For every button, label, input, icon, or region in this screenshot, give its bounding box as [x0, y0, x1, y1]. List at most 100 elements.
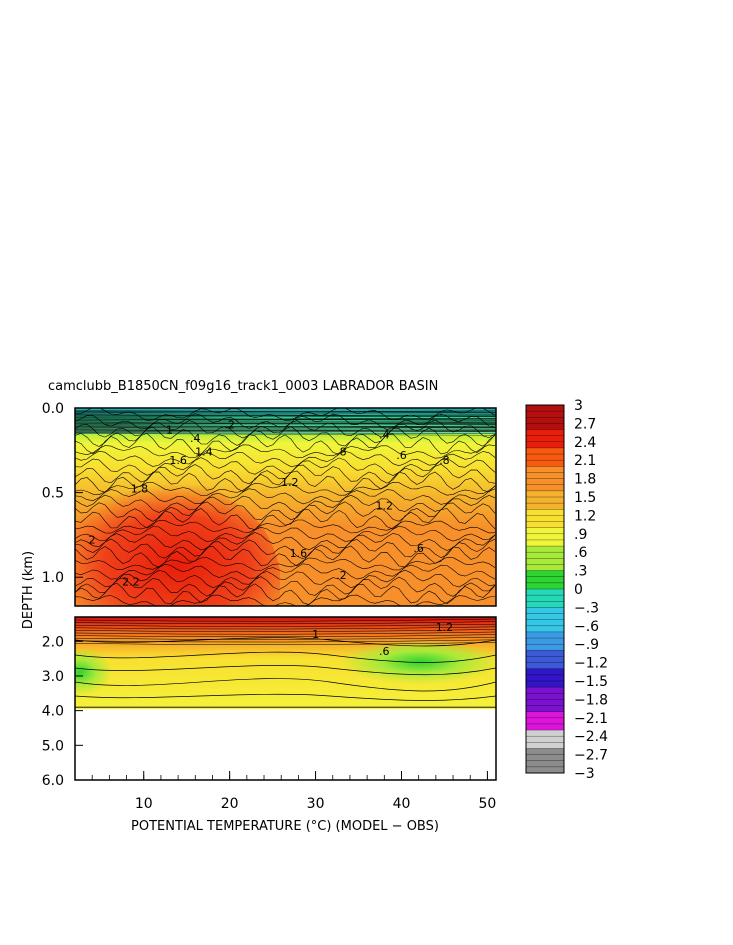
contour-label: 1 — [312, 628, 319, 641]
surface-contour — [75, 418, 496, 421]
contour-label: 2 — [89, 533, 96, 546]
lower-panel: 1 1.2 .6 — [75, 617, 496, 709]
colorbar-label: 3 — [574, 398, 583, 414]
colorbar-label: −.3 — [574, 600, 599, 616]
colorbar-swatch — [526, 656, 564, 664]
colorbar-label: 2.4 — [574, 435, 596, 451]
colorbar-label: −.6 — [574, 619, 599, 635]
contour-line — [75, 582, 496, 606]
colorbar-label: .9 — [574, 527, 587, 543]
contour-line — [75, 457, 496, 476]
contour-label: 1.4 — [195, 445, 213, 458]
colorbar-swatch — [526, 454, 564, 461]
y-tick-label: 6.0 — [42, 773, 64, 789]
contour-line — [75, 563, 496, 580]
contour-line — [75, 569, 496, 589]
colorbar-swatch — [526, 723, 564, 731]
colorbar-swatch — [526, 466, 564, 473]
surface-contour — [75, 421, 496, 424]
colorbar-label: .6 — [574, 545, 587, 561]
contour-line — [75, 501, 496, 522]
contour-line — [75, 494, 496, 514]
surface-contour — [75, 422, 496, 425]
colorbar-label: −2.4 — [574, 729, 608, 745]
colorbar-swatch — [526, 521, 564, 529]
colorbar-swatch — [526, 576, 564, 584]
colorbar-swatch — [526, 644, 564, 651]
contour-label: .8 — [439, 454, 450, 467]
x-tick-label: 40 — [393, 796, 411, 812]
colorbar-swatch — [526, 766, 564, 774]
contour-line — [75, 433, 496, 455]
y-tick-label: 3.0 — [42, 669, 64, 685]
colorbar-swatch — [526, 429, 564, 437]
x-tick-label: 30 — [307, 796, 325, 812]
y-tick-label: 2.0 — [42, 634, 64, 650]
colorbar-swatch — [526, 546, 564, 553]
colorbar-swatch — [526, 564, 564, 572]
y-tick-label: 0.0 — [42, 401, 64, 417]
colorbar-swatch — [526, 423, 564, 431]
colorbar-swatch — [526, 503, 564, 510]
colorbar-swatch — [526, 405, 564, 412]
contour-label: 1.2 — [376, 500, 394, 513]
contour-line — [75, 508, 496, 530]
surface-contour — [75, 410, 496, 414]
contour-label: 1.2 — [281, 476, 299, 489]
contour-line — [75, 621, 496, 625]
contour-line — [75, 525, 496, 543]
contour-line — [75, 626, 496, 630]
contour-label: .6 — [413, 542, 424, 555]
contour-line — [75, 639, 496, 643]
contour-line — [75, 636, 496, 640]
surface-contour — [75, 418, 496, 421]
contour-line — [75, 623, 496, 627]
colorbar-swatch — [526, 625, 564, 633]
colorbar-swatch — [526, 613, 564, 621]
contour-line — [75, 532, 496, 551]
colorbar-label: 2.1 — [574, 453, 596, 469]
surface-contour — [75, 430, 496, 433]
colorbar-swatch — [526, 558, 564, 565]
colorbar-swatch — [526, 490, 564, 498]
contour-line — [75, 538, 496, 560]
contour-line — [75, 488, 496, 505]
contour-label: 1.2 — [436, 621, 454, 634]
y-axis-label: DEPTH (km) — [21, 551, 36, 629]
colorbar-swatch — [526, 705, 564, 713]
colorbar-swatch — [526, 601, 564, 608]
contour-label: .4 — [379, 428, 390, 441]
contour-line — [75, 631, 496, 635]
contour-label: .6 — [396, 449, 407, 462]
surface-contour — [75, 425, 496, 428]
contour-line — [75, 470, 496, 493]
contour-line — [75, 444, 496, 459]
contour-line — [75, 642, 496, 645]
upper-panel: 2.221.81.61.41.21.8.6.4.21.61.2.8.6.4.2 — [75, 408, 496, 606]
colorbar-swatch — [526, 497, 564, 504]
contour-label: 1.6 — [169, 454, 187, 467]
colorbar-swatch — [526, 533, 564, 541]
surface-contour — [75, 433, 496, 436]
colorbar-swatch — [526, 595, 564, 602]
contour-line — [75, 629, 496, 632]
colorbar-label: 1.8 — [574, 472, 596, 488]
surface-contour — [75, 427, 496, 429]
colorbar-label: −1.5 — [574, 674, 608, 690]
colorbar-swatch — [526, 717, 564, 725]
contour-line — [75, 651, 496, 663]
contour-line — [75, 481, 496, 496]
contour-line — [75, 634, 496, 638]
colorbar-swatch — [526, 736, 564, 743]
upper-frame — [74, 407, 497, 607]
contour-label: 1.8 — [131, 483, 149, 496]
contour-line — [75, 594, 496, 606]
colorbar-swatch — [526, 447, 564, 455]
y-tick-label: 4.0 — [42, 704, 64, 720]
contour-line — [75, 678, 496, 692]
colorbar-swatch — [526, 472, 564, 480]
colorbar-swatch — [526, 509, 564, 516]
colorbar-swatch — [526, 742, 564, 749]
contour-line — [75, 665, 496, 676]
